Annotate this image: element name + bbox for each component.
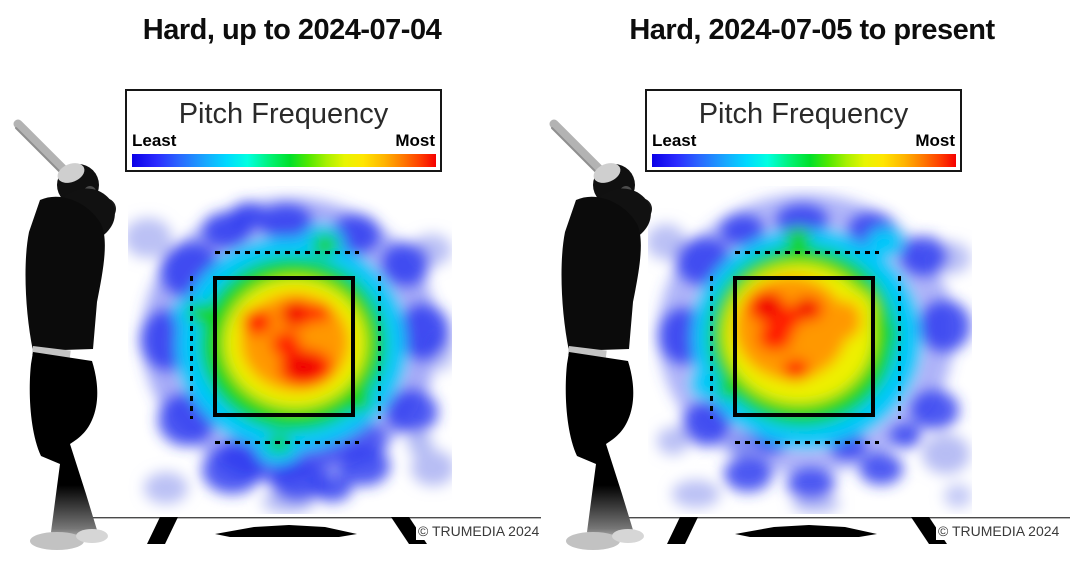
- panel-title: Hard, up to 2024-07-04: [142, 14, 442, 46]
- belt: [31, 346, 71, 360]
- legend-least-label: Least: [652, 131, 697, 150]
- legend-least-label: Least: [132, 131, 177, 150]
- legend-color-scale: [652, 154, 956, 167]
- legs: [29, 352, 98, 542]
- shadow-zone-dashed-right: [378, 276, 381, 419]
- belt: [567, 346, 607, 360]
- legend-color-scale: [132, 154, 436, 167]
- trumedia-watermark: © TRUMEDIA 2024: [936, 522, 1062, 540]
- legend-title: Pitch Frequency: [178, 98, 389, 130]
- shadow-zone-dashed-left: [190, 276, 193, 419]
- shadow-zone-dashed-bottom: [735, 441, 879, 444]
- legend: Pitch Frequency Least Most: [125, 89, 442, 172]
- shadow-zone-dashed-right: [898, 276, 901, 419]
- legend: Pitch Frequency Least Most: [645, 89, 962, 172]
- shadow-zone-dashed-bottom: [215, 441, 359, 444]
- panel-before: Hard, up to 2024-07-04 Pitch Frequency L…: [13, 14, 541, 550]
- batter-silhouette: [13, 119, 116, 550]
- trumedia-watermark: © TRUMEDIA 2024: [416, 522, 541, 540]
- strike-zone-outline: [733, 276, 875, 417]
- legend-most-label: Most: [915, 131, 955, 150]
- pitch-frequency-heatmap: [648, 186, 972, 514]
- shadow-zone-dashed-top: [735, 251, 879, 254]
- home-plate: [735, 525, 877, 537]
- home-plate: [215, 525, 357, 537]
- panel-after: Hard, 2024-07-05 to present Pitch Freque…: [541, 0, 1081, 571]
- batter-silhouette: [549, 119, 652, 550]
- shadow-zone-dashed-top: [215, 251, 359, 254]
- shadow-zone-dashed-left: [710, 276, 713, 419]
- legend-most-label: Most: [395, 131, 435, 150]
- panel-title: Hard, 2024-07-05 to present: [629, 14, 995, 46]
- legend-title: Pitch Frequency: [698, 98, 909, 130]
- strike-zone-outline: [213, 276, 355, 417]
- legs: [565, 352, 634, 542]
- pitch-frequency-heatmap: [128, 186, 452, 514]
